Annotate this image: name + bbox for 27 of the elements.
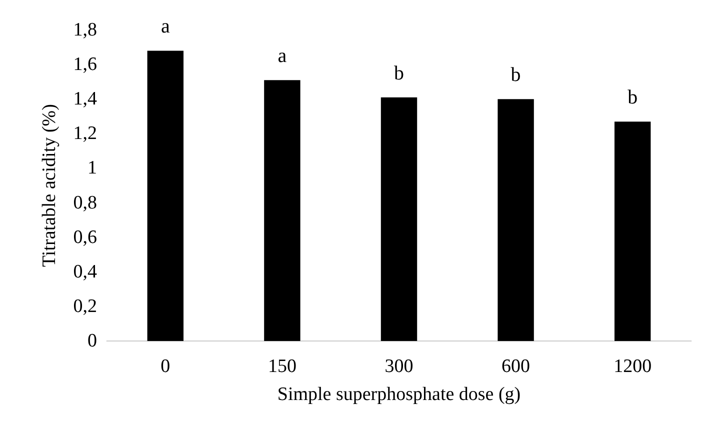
y-tick-label: 1,8 bbox=[73, 20, 97, 40]
y-tick-label: 1 bbox=[88, 158, 97, 179]
annotation: b bbox=[510, 64, 521, 86]
x-axis-title: Simple superphosphate dose (g) bbox=[277, 384, 521, 405]
bar bbox=[498, 99, 534, 341]
annotation: a bbox=[278, 45, 287, 68]
y-tick-label: 0,8 bbox=[73, 192, 97, 214]
y-tick-label: 0,6 bbox=[73, 226, 97, 248]
y-tick-label: 0,2 bbox=[73, 296, 97, 317]
x-tick-label: 1200 bbox=[614, 356, 652, 377]
bar bbox=[380, 97, 418, 341]
x-tick-label: 150 bbox=[268, 356, 296, 377]
bar bbox=[614, 122, 651, 341]
annotation: b bbox=[628, 86, 638, 109]
annotation: a bbox=[160, 16, 170, 38]
y-tick-label: 0 bbox=[88, 330, 97, 352]
bar bbox=[147, 50, 184, 341]
bar bbox=[264, 80, 300, 341]
y-tick-label: 1,2 bbox=[73, 123, 97, 144]
x-tick-label: 600 bbox=[502, 356, 530, 377]
x-tick-label: 300 bbox=[384, 356, 414, 377]
annotation: b bbox=[394, 62, 404, 84]
y-axis-title: Titratable acidity (%) bbox=[39, 104, 60, 267]
x-tick-label: 0 bbox=[160, 356, 170, 377]
y-tick-label: 0,4 bbox=[73, 261, 98, 282]
y-tick-label: 1,6 bbox=[73, 54, 97, 76]
y-tick-label: 1,4 bbox=[73, 88, 98, 110]
